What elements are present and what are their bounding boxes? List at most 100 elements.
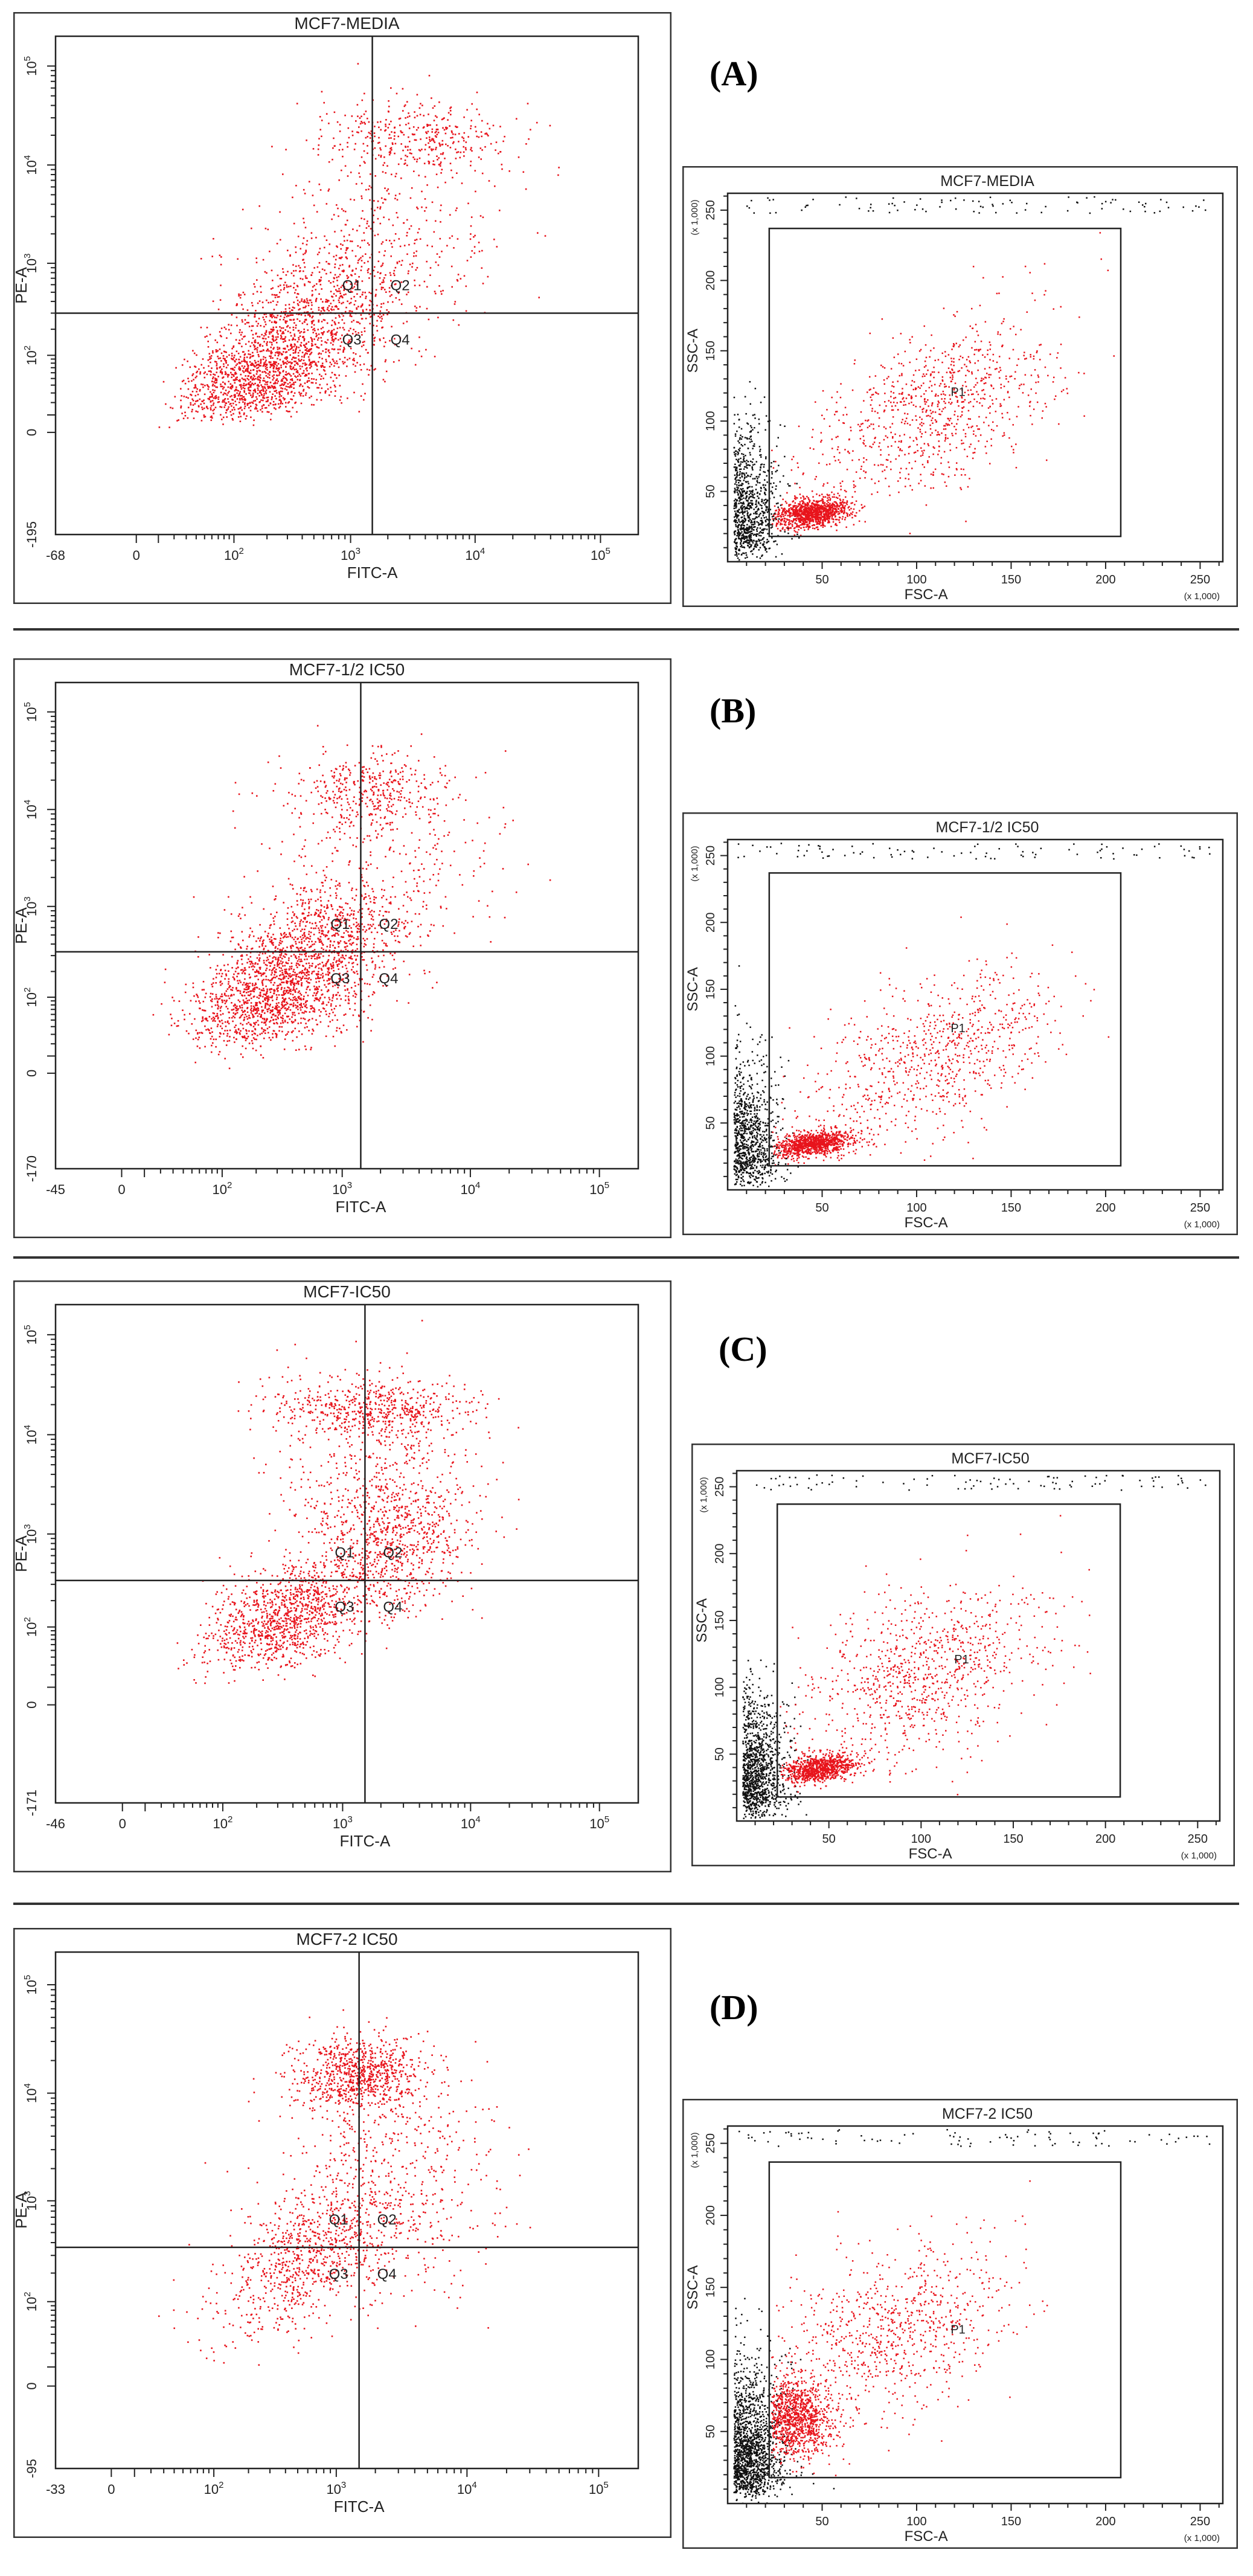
gate-plot-a: MCF7-MEDIA P1 50 100 150 200 250 50 100 150 200 250… (682, 166, 1238, 607)
y-tick-label: 0 (24, 1070, 39, 1077)
y-axis-label: PE-A (13, 1535, 30, 1572)
quadrant-plot-c: MCF7-IC50-46 0 102 103 104 105-17101021031041… (13, 1280, 671, 1872)
y-axis-label: SSC-A (685, 967, 701, 1011)
plot-frame (13, 1280, 671, 1872)
x-axis-label: FSC-A (905, 586, 948, 603)
panel-c: MCF7-IC50 -46 0 102 103 104 105 -171 0 102 103 104 1… (0, 1268, 1253, 1897)
x-tick-label: 150 (1001, 1201, 1021, 1215)
y-axis-label: PE-A (13, 2192, 30, 2229)
y-tick-label: 200 (704, 913, 717, 933)
event-dots (176, 1320, 520, 1685)
plot-title: MCF7-2 IC50 (942, 2105, 1033, 2122)
plot-area (726, 2125, 1224, 2505)
gate-p1 (776, 1503, 1121, 1798)
plot-area (54, 1951, 639, 2470)
y-tick-label: -195 (24, 521, 39, 548)
x-tick-label: 250 (1188, 1832, 1208, 1846)
y-axis-label: PE-A (13, 267, 30, 304)
x-axis-label: FSC-A (905, 1215, 948, 1231)
plot-area (726, 838, 1224, 1191)
quadrant-label-q4: Q4 (391, 332, 410, 348)
panel-letter-d: (D) (710, 1987, 758, 2028)
x-tick-label: 103 (333, 1814, 353, 1831)
x-unit-label: (x 1,000) (1181, 1851, 1217, 1861)
quadrant-label-q3: Q3 (329, 2266, 348, 2282)
x-tick-label: 200 (1095, 2515, 1115, 2528)
x-tick-label: 104 (457, 2480, 477, 2497)
event-dots (158, 63, 560, 428)
x-tick-label: 200 (1095, 573, 1115, 586)
plot-title: MCF7-1/2 IC50 (936, 819, 1039, 836)
ungated-events (742, 1474, 1207, 1819)
y-tick-label: 100 (704, 1046, 717, 1066)
plot-title: MCF7-IC50 (951, 1450, 1029, 1467)
plot-frame (13, 12, 671, 604)
y-axis-label: SSC-A (685, 2265, 701, 2309)
gated-events (771, 232, 1115, 536)
plot-frame (13, 1928, 671, 2538)
gate-label: P1 (950, 2324, 965, 2337)
x-tick-label: 100 (906, 573, 926, 586)
x-tick-label: 103 (341, 546, 361, 563)
y-tick-label: 150 (713, 1610, 726, 1630)
y-tick-label: 100 (704, 411, 717, 431)
y-tick-label: 50 (704, 484, 717, 498)
y-tick-label: 104 (22, 1425, 39, 1445)
y-tick-label: 200 (713, 1544, 726, 1564)
y-tick-label: 50 (704, 2425, 717, 2438)
x-tick-label: 0 (118, 1182, 125, 1197)
x-tick-label: 50 (815, 573, 828, 586)
gate-plot-d: MCF7-2 IC50 P1 50 100 150 200 250 50 100 150 200 25… (682, 2099, 1238, 2549)
x-tick-label: 104 (465, 546, 485, 563)
y-tick-label: 100 (704, 2350, 717, 2369)
y-tick-label: 100 (713, 1677, 726, 1697)
quadrant-label-q2: Q2 (379, 916, 398, 933)
gated-events (780, 1515, 1091, 1796)
y-tick-label: 150 (704, 2277, 717, 2297)
x-tick-label: 0 (107, 2482, 115, 2497)
x-tick-label: 150 (1001, 573, 1021, 586)
x-tick-label: 100 (911, 1832, 931, 1846)
x-tick-label: 105 (589, 1814, 609, 1831)
panel-b: MCF7-1/2 IC50 -45 0 102 103 104 105 -170 0 102 103… (0, 640, 1253, 1244)
x-tick-label: 0 (119, 1816, 126, 1831)
y-tick-label: -171 (24, 1790, 39, 1816)
y-tick-label: 105 (22, 56, 39, 76)
y-tick-label: 250 (713, 1477, 726, 1497)
x-axis-label: FSC-A (909, 1846, 952, 1862)
plot-title: MCF7-IC50 (303, 1282, 391, 1301)
gate-plot-b: MCF7-1/2 IC50 P1 50 100 150 200 250 50 100 150 200… (682, 812, 1238, 1235)
quadrant-label-q3: Q3 (342, 332, 362, 348)
gate-label: P1 (950, 385, 965, 399)
y-tick-label: 104 (22, 800, 39, 820)
panel-a: MCF7-MEDIA -68 0 102 103 104 105 -195 0 102 103 104… (0, 0, 1253, 628)
x-tick-label: 103 (332, 1180, 352, 1197)
x-tick-label: 102 (212, 1180, 232, 1197)
event-dots (152, 725, 551, 1070)
gate-label: P1 (950, 1022, 965, 1035)
y-tick-label: 105 (22, 702, 39, 722)
x-tick-label: 104 (461, 1180, 481, 1197)
quadrant-label-q3: Q3 (335, 1599, 354, 1616)
quadrant-label-q4: Q4 (377, 2266, 397, 2282)
gated-events (772, 916, 1110, 1166)
plot-title: MCF7-2 IC50 (296, 1930, 397, 1948)
x-tick-label: 50 (822, 1832, 836, 1846)
y-tick-label: 0 (24, 2382, 39, 2389)
x-tick-label: -33 (46, 2482, 65, 2497)
panel-letter-a: (A) (710, 53, 758, 94)
x-tick-label: -45 (46, 1182, 65, 1197)
plot-frame (682, 812, 1238, 1235)
quadrant-label-q1: Q1 (335, 1545, 354, 1561)
x-unit-label: (x 1,000) (1184, 1219, 1220, 1230)
x-axis-label: FITC-A (347, 564, 398, 582)
plot-area (726, 192, 1224, 563)
y-tick-label: 150 (704, 979, 717, 999)
plot-frame (691, 1444, 1235, 1866)
x-tick-label: 102 (204, 2480, 224, 2497)
x-tick-label: -68 (46, 548, 65, 563)
x-tick-label: 250 (1190, 2515, 1210, 2528)
y-axis-label: SSC-A (685, 329, 701, 373)
y-tick-label: -170 (24, 1155, 39, 1182)
gated-events (771, 2180, 1048, 2476)
